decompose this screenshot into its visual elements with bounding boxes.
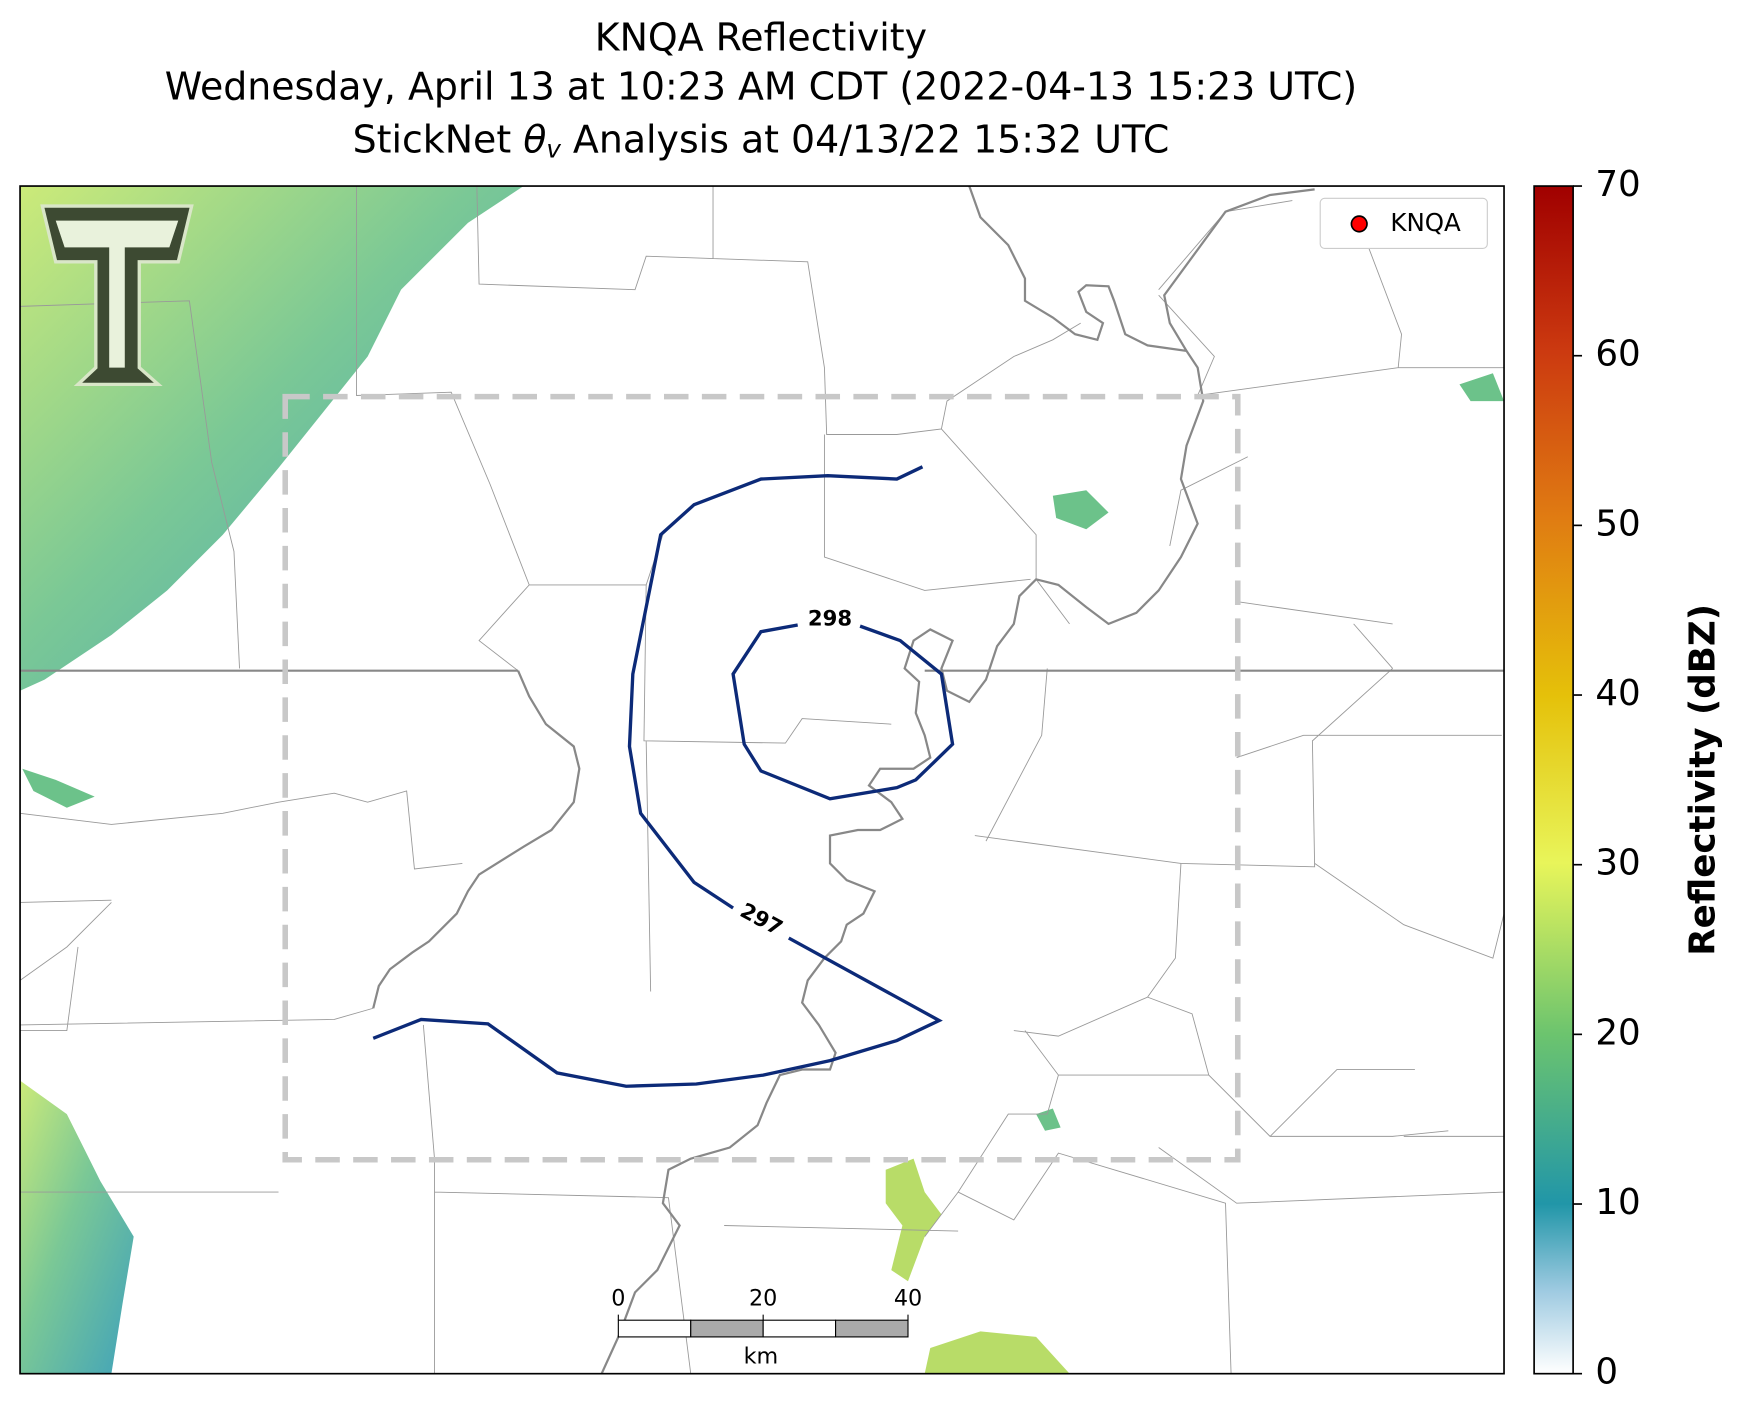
colorbar-tick-label: 20 [1595,1012,1640,1053]
colorbar-tick-label: 50 [1595,503,1640,544]
analysis-domain-box [282,393,1241,1163]
colorbar-gradient [1533,185,1574,1375]
colorbar: Reflectivity (dBZ) 0 10 20 30 40 50 60 70 [1533,164,1724,1393]
logo [40,204,194,387]
contour-line [731,623,955,801]
title-symbol: θ [523,117,546,161]
colorbar-tick-label: 10 [1595,1182,1640,1223]
title-prefix: StickNet [353,117,512,161]
radar-echo [22,768,95,808]
contour-line [372,465,943,1088]
radar-echo [924,1331,1070,1374]
scale-bar: km 0 20 40 [611,1286,922,1370]
scale-unit: km [744,1343,779,1369]
legend-label: KNQA [1390,208,1461,237]
map-frame [19,185,1505,1375]
scale-tick-label: 40 [894,1286,922,1312]
title-suffix: Analysis at 04/13/22 15:32 UTC [573,117,1169,161]
colorbar-tick-label: 0 [1595,1352,1618,1393]
colorbar-tick-label: 30 [1595,843,1640,884]
scale-segment [835,1319,909,1338]
radar-echo [20,1080,134,1374]
legend-box [1319,197,1488,249]
legend: KNQA [1319,197,1488,249]
radar-echo [885,1158,942,1282]
scale-segment [617,1319,692,1338]
radar-echo [1052,490,1109,530]
scale-tick-label: 0 [611,1286,625,1312]
title-subscript: v [546,134,561,163]
colorbar-tick-label: 70 [1595,164,1640,205]
title-line3: StickNet θv Analysis at 04/13/22 15:32 U… [353,117,1170,163]
map: 298 297 [20,186,1505,1374]
legend-marker [1350,215,1368,233]
contour-label: 298 [808,605,852,630]
colorbar-tick-label: 40 [1595,673,1640,714]
colorbar-tick-label: 60 [1595,334,1640,375]
scale-tick-label: 20 [749,1286,777,1312]
title-line1: KNQA Reflectivity [595,16,927,60]
radar-echo [1459,373,1505,402]
radar-echo [20,186,524,691]
scale-segment [690,1319,764,1338]
colorbar-label: Reflectivity (dBZ) [1683,604,1724,956]
scale-segment [762,1319,837,1338]
title-line2: Wednesday, April 13 at 10:23 AM CDT (202… [165,65,1357,109]
